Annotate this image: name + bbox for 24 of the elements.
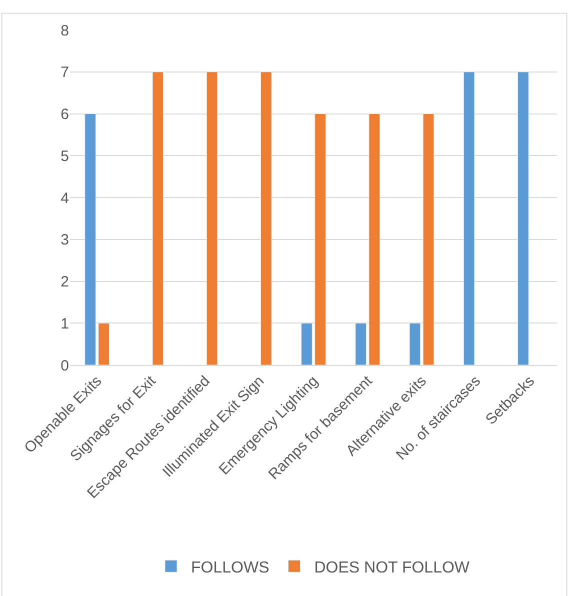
bar <box>463 72 475 365</box>
bar <box>152 72 164 365</box>
y-tick-label: 6 <box>60 106 69 123</box>
bar <box>314 114 326 365</box>
bar <box>409 322 421 365</box>
bar <box>355 322 367 365</box>
y-tick-label: 2 <box>60 274 69 290</box>
legend-label: DOES NOT FOLLOW <box>314 559 470 576</box>
legend-label: FOLLOWS <box>191 559 270 576</box>
bar <box>206 72 218 365</box>
y-tick-label: 4 <box>60 190 69 207</box>
y-tick-label: 3 <box>60 232 69 249</box>
bar <box>518 72 529 365</box>
y-tick-label: 8 <box>60 22 69 40</box>
bar <box>422 114 434 365</box>
bar <box>301 322 312 365</box>
y-tick-label: 0 <box>60 357 69 374</box>
bar <box>84 114 96 365</box>
y-tick-label: 1 <box>60 315 69 332</box>
bar <box>260 72 272 365</box>
bar <box>368 114 380 365</box>
bar <box>98 322 110 365</box>
y-tick-label: 5 <box>60 148 69 165</box>
y-tick-label: 7 <box>60 64 69 82</box>
